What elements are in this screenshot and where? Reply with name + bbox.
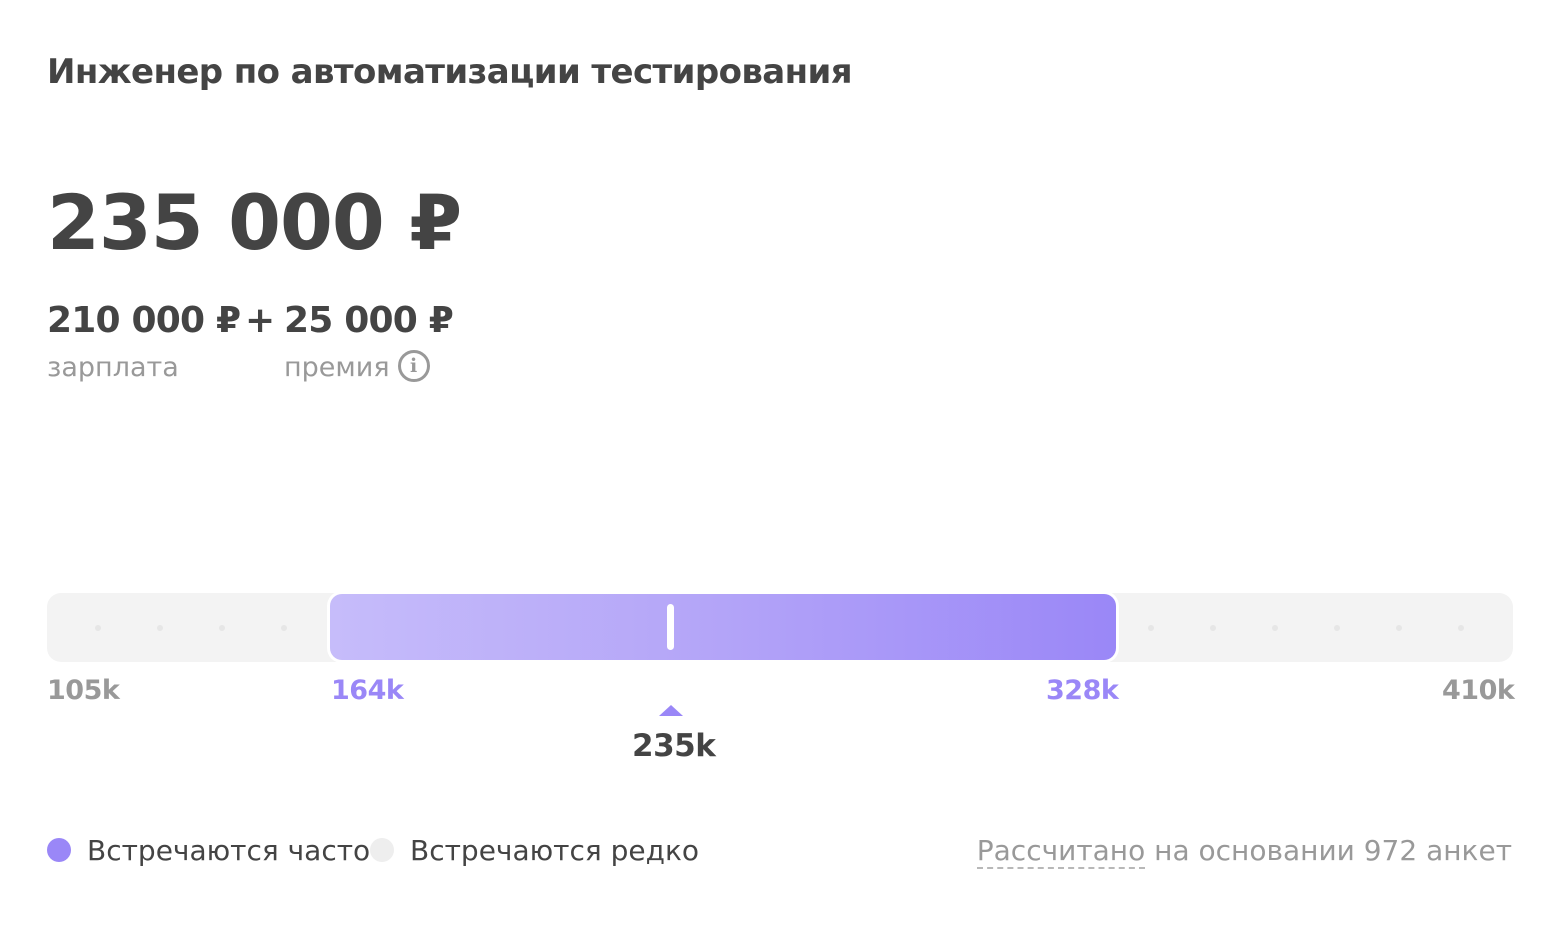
frequent-salary-range xyxy=(330,594,1116,660)
range-high-label: 328k xyxy=(1046,675,1119,706)
bonus-label-group: премия i xyxy=(284,349,430,386)
track-dot xyxy=(95,625,101,631)
track-dot xyxy=(1210,625,1216,631)
rare-dot-icon xyxy=(370,838,394,862)
track-dot xyxy=(1396,625,1402,631)
track-dot xyxy=(1148,625,1154,631)
track-dot xyxy=(1458,625,1464,631)
min-label: 105k xyxy=(47,675,120,706)
median-label: 235k xyxy=(632,728,716,764)
bonus-label: премия xyxy=(284,352,390,383)
plus-sign: + xyxy=(245,300,276,341)
legend-frequent-label: Встречаются часто xyxy=(87,834,371,867)
median-pointer-icon xyxy=(659,705,683,716)
page-title: Инженер по автоматизации тестирования xyxy=(47,52,853,92)
total-salary: 235 000 ₽ xyxy=(47,178,462,267)
track-dot xyxy=(157,625,163,631)
range-low-label: 164k xyxy=(331,675,404,706)
track-dot xyxy=(219,625,225,631)
calculation-info-link[interactable]: Рассчитано xyxy=(976,834,1146,869)
track-dot xyxy=(281,625,287,631)
bonus-value: 25 000 ₽ xyxy=(284,300,454,341)
base-salary-value: 210 000 ₽ xyxy=(47,300,241,341)
info-icon[interactable]: i xyxy=(397,349,430,382)
max-label: 410k xyxy=(1442,675,1515,706)
footnote-text: на основании 972 анкет xyxy=(1145,834,1512,867)
footnote: Рассчитано на основании 972 анкет xyxy=(976,832,1512,870)
base-salary-label: зарплата xyxy=(47,352,179,383)
median-marker xyxy=(667,604,674,650)
salary-breakdown: 210 000 ₽ + 25 000 ₽ зарплата премия i xyxy=(47,298,647,398)
track-dot xyxy=(1334,625,1340,631)
legend-rare-label: Встречаются редко xyxy=(410,834,700,867)
frequent-dot-icon xyxy=(47,838,71,862)
track-dot xyxy=(1272,625,1278,631)
